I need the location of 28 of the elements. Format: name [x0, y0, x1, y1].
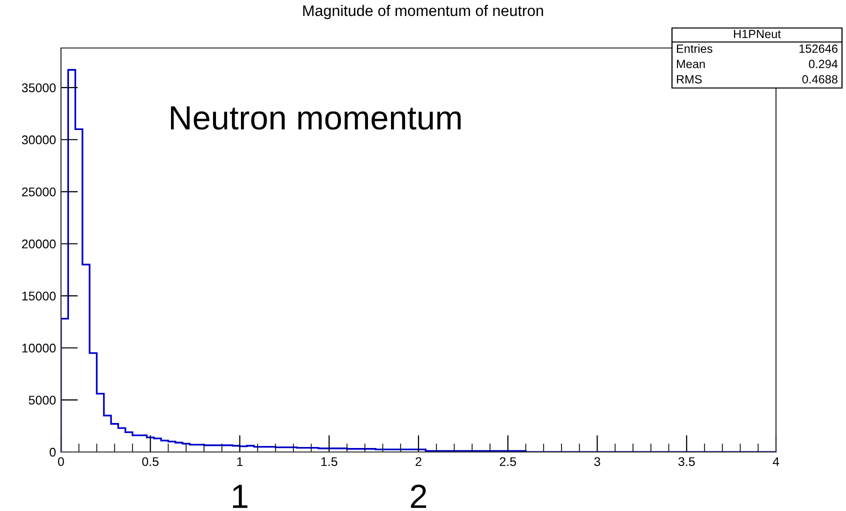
- annotation: Neutron momentum: [170, 106, 461, 130]
- x-tick-label: 1.5: [321, 457, 338, 466]
- y-tick-label: 20000: [22, 240, 56, 248]
- x-tick-label: 0.5: [142, 457, 159, 466]
- text: 0.294: [808, 60, 838, 68]
- y-tick-label: 5000: [28, 396, 56, 405]
- text: 152646: [800, 44, 838, 53]
- y-tick-label: 25000: [22, 187, 56, 196]
- text: 2: [410, 484, 426, 508]
- x-tick-label: 1: [237, 457, 243, 466]
- y-tick-label: 15000: [22, 292, 56, 300]
- text: H1PNeut: [734, 30, 781, 38]
- text: 0.4688: [802, 75, 838, 84]
- chart-title: Magnitude of momentum of neutron: [303, 4, 544, 20]
- x-tick-label: 2.5: [500, 457, 516, 466]
- x-tick-label: 3: [594, 457, 600, 466]
- x-tick-label: 2: [416, 457, 422, 466]
- x-tick-label: 3.5: [678, 457, 695, 466]
- annotation: Mean: [676, 60, 705, 68]
- y-tick-label: 35000: [22, 83, 56, 92]
- text: 1: [233, 484, 248, 508]
- x-tick-label: 0: [58, 457, 64, 466]
- x-tick-label: 4: [772, 457, 780, 466]
- annotation: Entries: [676, 44, 712, 53]
- y-tick-label: 10000: [22, 344, 56, 353]
- y-tick-label: 0: [50, 448, 56, 457]
- annotation: RMS: [676, 75, 702, 84]
- y-tick-label: 30000: [22, 135, 56, 144]
